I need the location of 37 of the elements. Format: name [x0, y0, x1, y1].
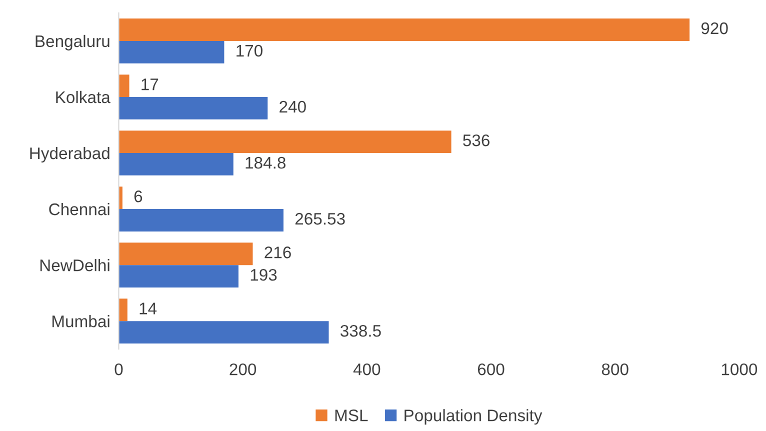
data-label: 17: [142, 78, 158, 90]
legend-label: MSL: [335, 410, 368, 422]
bar: [118, 298, 128, 322]
bar: [118, 40, 224, 64]
data-label: 184.8: [246, 156, 286, 169]
y-tick-label: Chennai: [49, 202, 110, 216]
bar: [118, 96, 268, 120]
bar: [118, 265, 238, 288]
data-label: 6: [134, 190, 142, 202]
y-tick-label: Mumbai: [52, 315, 110, 328]
bar: [118, 209, 284, 232]
data-label: 216: [264, 246, 291, 258]
bar: [118, 321, 329, 344]
bar: [118, 153, 234, 176]
data-label: 14: [140, 302, 157, 314]
data-label: 536: [463, 134, 490, 146]
data-label: 193: [250, 268, 277, 281]
legend-label: Population Density: [404, 409, 542, 425]
x-tick-label: 800: [602, 363, 628, 376]
bar: [118, 74, 130, 97]
data-label: 920: [701, 22, 728, 34]
bar: [118, 18, 690, 41]
data-label: 265.53: [295, 212, 345, 225]
x-tick-label: 400: [353, 363, 380, 376]
bar: [118, 130, 452, 154]
data-label: 240: [280, 100, 306, 113]
x-tick-label: 200: [230, 363, 256, 376]
bar: [118, 242, 253, 266]
y-tick-label: NewDelhi: [40, 259, 110, 272]
y-tick-label: Bengaluru: [36, 34, 110, 50]
x-tick-label: 0: [114, 363, 123, 376]
data-label: 338.5: [340, 324, 381, 337]
x-tick-label: 1000: [722, 363, 758, 376]
y-tick-label: Hyderabad: [30, 146, 110, 162]
data-label: 170: [236, 44, 262, 57]
y-tick-label: Kolkata: [56, 90, 110, 104]
x-tick-label: 600: [478, 363, 504, 376]
